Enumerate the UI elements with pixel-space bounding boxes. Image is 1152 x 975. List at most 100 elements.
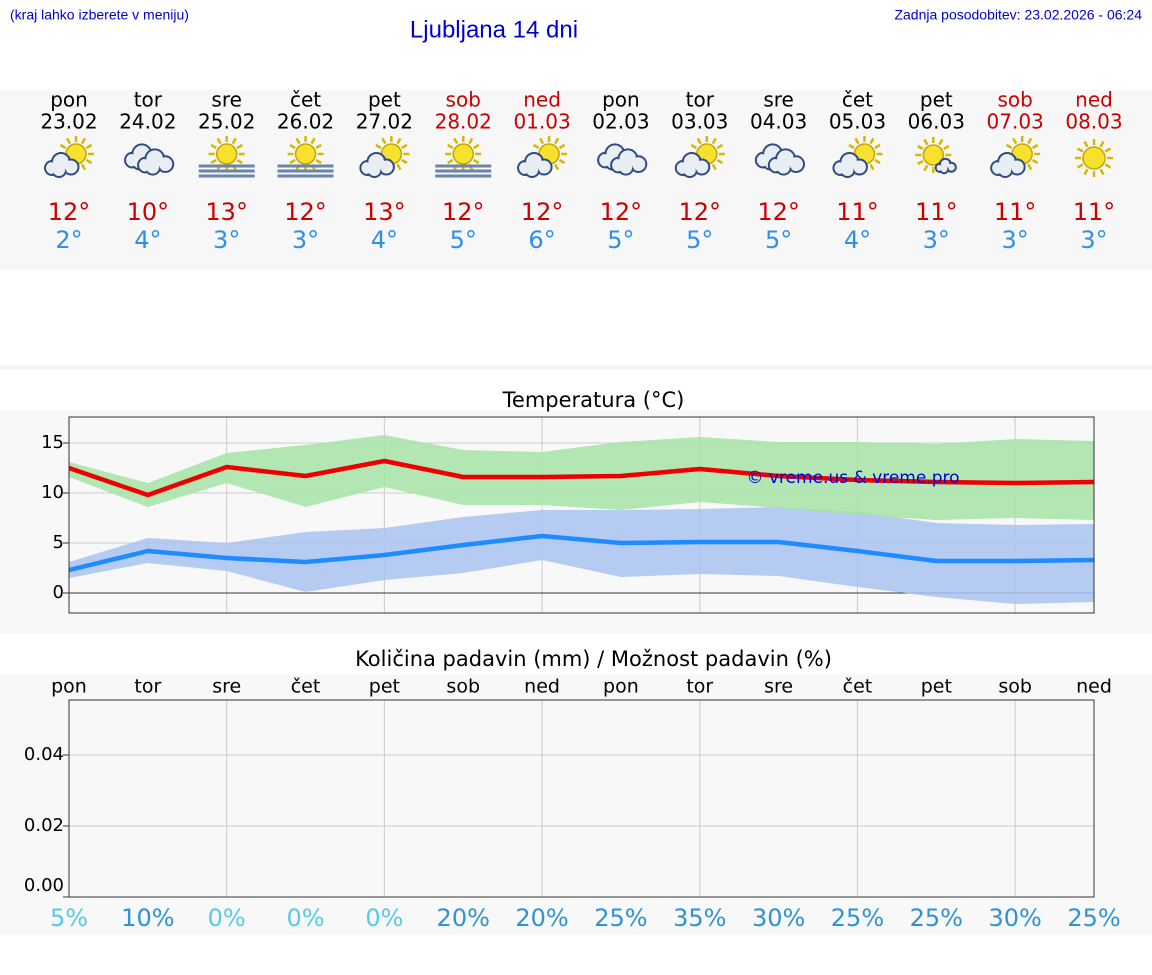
- weather-icon: [1075, 139, 1113, 177]
- x-tick-label: tor: [686, 676, 713, 698]
- weekday: ned: [1075, 88, 1113, 112]
- plot-frame: [68, 699, 1095, 898]
- sun-ray: [315, 158, 322, 165]
- x-tick-label: pon: [603, 676, 639, 698]
- range-band: [69, 507, 1094, 604]
- x-tick-label: pon: [51, 676, 87, 698]
- x-tick-label: pet: [921, 676, 952, 698]
- probability-label: 0%: [365, 904, 403, 932]
- cloud-fill: [537, 160, 551, 174]
- sun-ray: [690, 143, 698, 150]
- chart-title: Količina padavin (mm) / Možnost padavin …: [355, 647, 832, 671]
- date: 23.02: [40, 110, 97, 134]
- x-tick-label: sob: [998, 676, 1032, 698]
- sun-ray: [80, 137, 87, 145]
- y-tick-label: 5: [53, 532, 64, 553]
- weekday: čet: [842, 88, 873, 112]
- y-tick-label: 10: [41, 482, 64, 503]
- sun-ray: [59, 143, 67, 150]
- date: 02.03: [592, 110, 649, 134]
- x-tick-label: ned: [524, 676, 560, 698]
- sun-ray: [716, 158, 723, 165]
- max-temp: 12°: [600, 198, 643, 226]
- max-temp: 11°: [994, 198, 1037, 226]
- weekday: pet: [920, 88, 953, 112]
- sun-ray: [396, 137, 402, 145]
- y-tick-label: 0.00: [24, 875, 64, 896]
- min-temp: 6°: [528, 226, 555, 254]
- weekday: čet: [290, 88, 321, 112]
- probability-label: 20%: [437, 904, 490, 932]
- date: 08.03: [1065, 110, 1122, 134]
- cloud-fill: [941, 160, 950, 169]
- sun-ray: [295, 137, 301, 145]
- min-temp: 3°: [1002, 226, 1029, 254]
- min-temp: 4°: [844, 226, 871, 254]
- sun-ray: [1031, 143, 1039, 150]
- min-temp: 5°: [450, 226, 477, 254]
- weather-icon: [44, 136, 94, 178]
- y-tick-label: 0: [53, 582, 64, 603]
- min-temp: 4°: [134, 226, 161, 254]
- cloud-fill: [368, 164, 380, 176]
- date: 28.02: [435, 110, 492, 134]
- probability-label: 35%: [673, 904, 726, 932]
- sun-ray: [85, 143, 93, 150]
- cloud-fill: [777, 161, 790, 174]
- sun-ray: [236, 143, 243, 150]
- date: 05.03: [829, 110, 886, 134]
- sun-ray: [1012, 137, 1018, 145]
- sun-ray: [1083, 168, 1089, 176]
- x-tick-label: sre: [212, 676, 241, 698]
- weather-icon: [435, 136, 492, 178]
- x-tick-label: sob: [446, 676, 480, 698]
- weekday: sre: [211, 88, 242, 112]
- cloud-fill: [1011, 160, 1024, 174]
- min-temp: 3°: [1080, 226, 1107, 254]
- cloud-fill: [841, 164, 854, 176]
- min-temp: 3°: [292, 226, 319, 254]
- sun-ray: [381, 137, 387, 145]
- sun-ray: [1083, 140, 1089, 148]
- weather-icon: [674, 136, 725, 178]
- date: 25.02: [198, 110, 255, 134]
- divider: [0, 365, 1152, 370]
- sun-ray: [553, 137, 560, 145]
- min-temp: 5°: [765, 226, 792, 254]
- weekday: sob: [997, 88, 1032, 112]
- sun-ray: [210, 158, 217, 165]
- probability-label: 25%: [910, 904, 963, 932]
- sun-ray: [1031, 158, 1039, 165]
- weather-icon: [832, 136, 883, 178]
- probability-label: 30%: [752, 904, 805, 932]
- sun-ray: [696, 137, 702, 145]
- sun-disc: [922, 144, 945, 166]
- sun-ray: [848, 143, 855, 150]
- cloud-fill: [684, 164, 696, 176]
- temp-line: [68, 533, 1095, 573]
- date: 24.02: [119, 110, 176, 134]
- weather-icon: [124, 143, 175, 176]
- weekday: pon: [602, 88, 640, 112]
- min-temp: 5°: [607, 226, 634, 254]
- sun-ray: [1099, 140, 1105, 148]
- cloud-fill: [937, 165, 943, 171]
- weekday: pon: [50, 88, 88, 112]
- sun-ray: [472, 143, 480, 150]
- max-temp: 13°: [363, 198, 406, 226]
- sun-ray: [854, 137, 860, 145]
- cloud-fill: [631, 157, 645, 171]
- probability-label: 5%: [50, 904, 88, 932]
- max-temp: 12°: [48, 198, 91, 226]
- cloud-fill: [146, 161, 159, 174]
- weather-icon: [990, 136, 1041, 178]
- probability-label: 25%: [1067, 904, 1120, 932]
- sun-ray: [538, 137, 545, 145]
- sun-ray: [216, 137, 222, 145]
- sun-ray: [447, 158, 454, 165]
- sun-ray: [80, 163, 87, 171]
- weekday: sob: [446, 88, 481, 112]
- sun-ray: [874, 143, 881, 150]
- sun-ray: [1076, 147, 1084, 153]
- sun-ray: [401, 143, 408, 150]
